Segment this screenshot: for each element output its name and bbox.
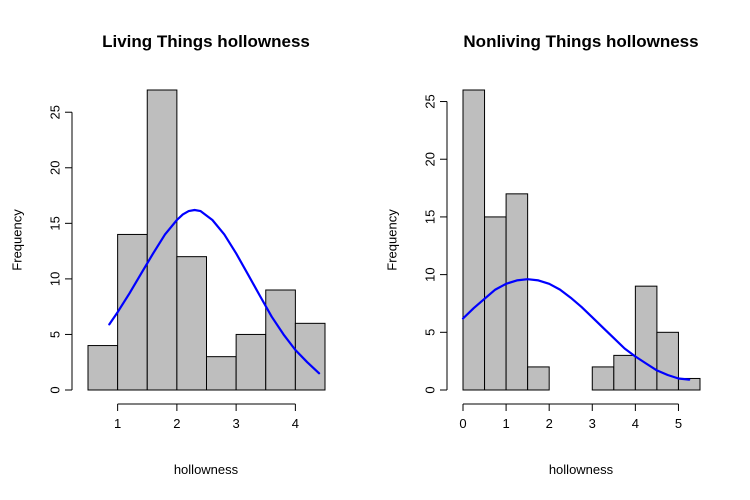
x-tick-label: 1	[502, 416, 509, 431]
histogram-bar	[117, 233, 148, 391]
histogram-bar	[613, 354, 636, 391]
y-tick-label: 20	[47, 161, 62, 175]
x-tick-label: 2	[173, 416, 180, 431]
chart-title: Living Things hollowness	[102, 32, 310, 51]
histogram-bar	[634, 285, 658, 391]
y-tick-label: 5	[47, 331, 62, 338]
histogram-bar	[265, 289, 296, 391]
x-axis-label: hollowness	[174, 462, 239, 477]
histogram-bar	[527, 366, 550, 391]
x-tick-label: 2	[546, 416, 553, 431]
density-curve	[108, 208, 321, 375]
y-tick-label: 10	[47, 272, 62, 286]
y-tick-label: 25	[47, 105, 62, 119]
histogram-bar	[484, 216, 507, 391]
histogram-bar	[87, 345, 119, 391]
x-tick-label: 4	[292, 416, 299, 431]
histogram-bar	[235, 333, 267, 391]
y-tick-label: 15	[47, 216, 62, 230]
x-tick-label: 0	[459, 416, 466, 431]
y-tick-label: 20	[422, 152, 437, 166]
y-tick-label: 5	[422, 329, 437, 336]
density-curve	[461, 278, 691, 381]
y-tick-label: 10	[422, 267, 437, 281]
x-tick-label: 5	[675, 416, 682, 431]
histogram-bar	[462, 89, 486, 391]
histogram-bar	[206, 356, 237, 391]
histogram-panel-1: 1 2 3 4 0 5 10 15 20 25 Living Things hollowness ho…	[9, 32, 326, 477]
chart-title: Nonliving Things hollowness	[463, 32, 698, 51]
x-axis-label: hollowness	[549, 462, 614, 477]
histogram-bar	[505, 193, 529, 391]
x-tick-label: 1	[114, 416, 121, 431]
x-tick-label: 4	[632, 416, 639, 431]
x-tick-label: 3	[589, 416, 596, 431]
histogram-bar	[677, 377, 701, 391]
y-tick-label: 15	[422, 210, 437, 224]
histogram-panel-2: 0 1 2 3 4 5 0 5 10 15 20 25 Nonliving Things hollown…	[384, 32, 701, 477]
y-axis-label: Frequency	[384, 209, 399, 271]
histogram-bar	[294, 322, 326, 391]
histogram-bar	[591, 366, 615, 391]
y-tick-label: 0	[422, 386, 437, 393]
y-axis-label: Frequency	[9, 209, 24, 271]
y-tick-label: 0	[47, 386, 62, 393]
histogram-bar	[176, 256, 207, 391]
histogram-bar	[656, 331, 679, 391]
y-tick-label: 25	[422, 94, 437, 108]
x-tick-label: 3	[233, 416, 240, 431]
